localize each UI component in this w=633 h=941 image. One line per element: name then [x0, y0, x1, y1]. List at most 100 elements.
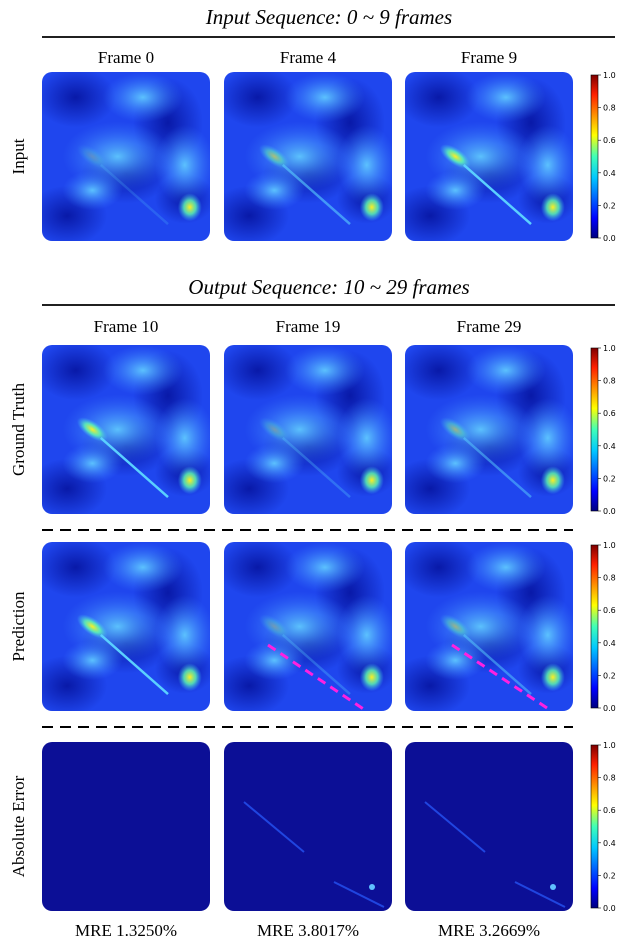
streak [281, 437, 351, 499]
bright-patch [154, 594, 210, 675]
bright-patch [154, 124, 210, 205]
colorbar-tick-label: 0.2 [603, 474, 616, 483]
dark-patch [405, 72, 479, 128]
bright-patch [425, 443, 486, 484]
heatmap [405, 345, 573, 514]
bright-patch [465, 542, 546, 593]
colorbar-tick-label: 0.0 [603, 904, 616, 913]
error-streak [243, 801, 385, 908]
hot-spot [439, 417, 471, 442]
dark-patch [224, 72, 298, 128]
bright-patch [284, 345, 365, 396]
mre-label: MRE 1.3250% [75, 921, 177, 940]
colorbar-tick-label: 0.2 [603, 671, 616, 680]
corner-spot [540, 193, 565, 222]
error-streak [424, 801, 566, 908]
highlight-dash [267, 643, 366, 712]
bright-patch [465, 345, 546, 396]
hot-spot [76, 614, 108, 639]
colorbar-tick-label: 0.8 [603, 574, 616, 583]
frame-label: Frame 4 [280, 48, 337, 67]
streak [462, 437, 532, 499]
colorbar [590, 347, 599, 512]
colorbar [590, 744, 599, 909]
heatmap-bg [405, 742, 573, 911]
heatmap [405, 542, 573, 711]
bright-patch [284, 72, 365, 123]
hot-spot [76, 144, 108, 169]
colorbar-tick-label: 0.6 [603, 409, 616, 418]
frame-label: Frame 0 [98, 48, 154, 67]
bright-patch [62, 640, 123, 681]
heatmap-bg [42, 742, 210, 911]
bright-patch [154, 397, 210, 478]
colorbar [590, 544, 599, 709]
heatmap-bg [224, 742, 392, 911]
dark-patch [42, 72, 116, 128]
streak [281, 634, 351, 696]
dark-patch [224, 542, 298, 598]
bright-patch [465, 72, 546, 123]
heatmap [42, 542, 210, 711]
mre-label: MRE 3.8017% [257, 921, 359, 940]
bright-patch [284, 542, 365, 593]
dark-patch [42, 345, 116, 401]
section-title: Output Sequence: 10 ~ 29 frames [188, 275, 469, 299]
heatmap [405, 72, 573, 241]
bright-patch [336, 594, 392, 675]
frame-label: Frame 9 [461, 48, 517, 67]
colorbar-tick-label: 0.6 [603, 806, 616, 815]
section-title: Input Sequence: 0 ~ 9 frames [205, 5, 452, 29]
error-spot [369, 884, 375, 890]
colorbar-tick-label: 0.8 [603, 104, 616, 113]
bright-patch [102, 345, 183, 396]
frame-label: Frame 29 [457, 317, 522, 336]
streak [99, 164, 169, 226]
hot-spot [258, 144, 290, 169]
streak [462, 164, 532, 226]
heatmap [224, 542, 392, 711]
colorbar-tick-label: 0.2 [603, 871, 616, 880]
bright-patch [425, 640, 486, 681]
heatmap [224, 345, 392, 514]
bright-patch [244, 443, 305, 484]
corner-spot [359, 663, 384, 692]
row-label: Prediction [9, 591, 28, 661]
colorbar [590, 74, 599, 239]
hot-spot [439, 614, 471, 639]
colorbar-tick-label: 0.8 [603, 774, 616, 783]
corner-spot [359, 193, 384, 222]
colorbar-tick-label: 1.0 [603, 541, 616, 550]
dark-patch [224, 345, 298, 401]
hot-spot [76, 417, 108, 442]
bright-patch [244, 640, 305, 681]
colorbar-tick-label: 0.8 [603, 377, 616, 386]
dark-patch [42, 542, 116, 598]
corner-spot [540, 466, 565, 495]
streak [99, 437, 169, 499]
colorbar-tick-label: 1.0 [603, 344, 616, 353]
highlight-dash [451, 643, 551, 712]
colorbar-tick-label: 1.0 [603, 71, 616, 80]
colorbar-tick-label: 1.0 [603, 741, 616, 750]
bright-patch [62, 443, 123, 484]
heatmap [42, 72, 210, 241]
colorbar-tick-label: 0.0 [603, 234, 616, 243]
bright-patch [336, 124, 392, 205]
hot-spot [439, 144, 471, 169]
colorbar-tick-label: 0.4 [603, 169, 616, 178]
frame-label: Frame 19 [276, 317, 341, 336]
colorbar-tick-label: 0.0 [603, 507, 616, 516]
frame-label: Frame 10 [94, 317, 159, 336]
corner-spot [177, 663, 202, 692]
row-label: Input [9, 138, 28, 174]
colorbar-tick-label: 0.2 [603, 201, 616, 210]
hot-spot [258, 614, 290, 639]
bright-patch [336, 397, 392, 478]
mre-label: MRE 3.2669% [438, 921, 540, 940]
row-label: Absolute Error [9, 775, 28, 877]
bright-patch [244, 170, 305, 211]
bright-patch [102, 542, 183, 593]
colorbar-tick-label: 0.0 [603, 704, 616, 713]
